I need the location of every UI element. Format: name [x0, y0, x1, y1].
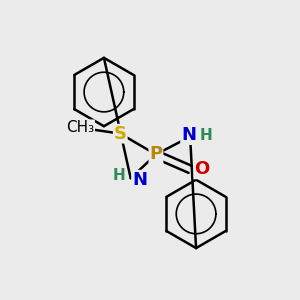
Text: P: P — [149, 146, 163, 164]
Text: N: N — [132, 171, 147, 189]
Text: N: N — [181, 126, 196, 144]
Text: O: O — [194, 160, 210, 178]
Text: H: H — [112, 168, 125, 183]
Text: H: H — [200, 128, 213, 142]
Text: CH₃: CH₃ — [66, 120, 94, 135]
Text: S: S — [114, 125, 127, 143]
